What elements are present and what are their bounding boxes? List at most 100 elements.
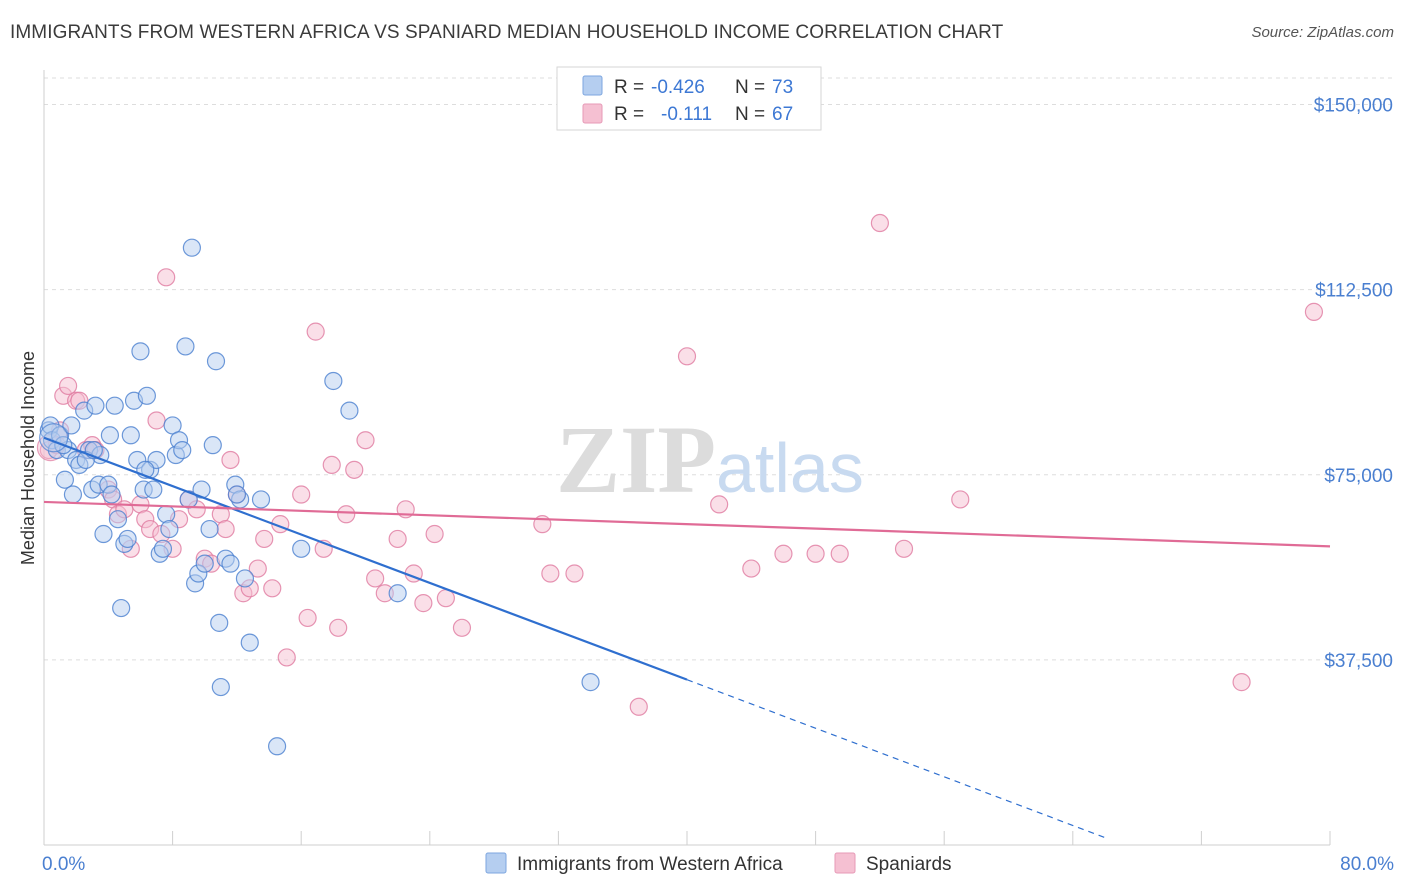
western-africa-point-44 bbox=[182, 238, 201, 257]
spaniards-point-27 bbox=[216, 519, 235, 539]
chart-source: Source: ZipAtlas.com bbox=[1251, 24, 1394, 41]
spaniards-point-34 bbox=[263, 579, 282, 598]
spaniards-point-59 bbox=[677, 347, 697, 366]
western-africa-point-49 bbox=[200, 519, 219, 539]
chart-title: IMMIGRANTS FROM WESTERN AFRICA VS SPANIA… bbox=[10, 22, 1004, 43]
western-africa-point-42 bbox=[176, 337, 195, 356]
western-africa-point-8 bbox=[63, 485, 83, 504]
spaniards-point-32 bbox=[248, 559, 267, 578]
western-africa-point-72 bbox=[227, 485, 246, 504]
series-legend: Immigrants from Western Africa Spaniards bbox=[485, 852, 952, 875]
spaniards-point-54 bbox=[452, 618, 472, 637]
spaniards-point-65 bbox=[870, 213, 890, 233]
western-africa-point-36 bbox=[157, 505, 176, 524]
bottom-legend-label-pink: Spaniards bbox=[866, 854, 952, 875]
spaniards-point-56 bbox=[541, 564, 560, 583]
western-africa-point-37 bbox=[160, 519, 179, 539]
western-africa-point-55 bbox=[221, 554, 240, 573]
bottom-legend-swatch-blue bbox=[485, 852, 507, 874]
legend-r-value-2: -0.111 bbox=[661, 104, 712, 125]
y-tick-label-0: $37,500 bbox=[1324, 651, 1393, 672]
spaniards-point-45 bbox=[356, 431, 375, 450]
spaniards-point-43 bbox=[337, 505, 356, 524]
spaniards-point-42 bbox=[329, 618, 348, 637]
y-axis-label: Median Household Income bbox=[18, 351, 38, 565]
trend-line-western-africa-extension bbox=[686, 679, 1106, 839]
legend-r-value-1: -0.426 bbox=[651, 77, 705, 98]
western-africa-point-5 bbox=[55, 470, 74, 489]
spaniards-point-63 bbox=[806, 544, 825, 563]
spaniards-point-41 bbox=[322, 455, 341, 475]
western-africa-point-28 bbox=[131, 342, 150, 361]
western-africa-point-35 bbox=[153, 539, 173, 558]
western-africa-point-25 bbox=[121, 426, 140, 445]
trend-line-western-africa bbox=[43, 436, 688, 681]
spaniards-point-68 bbox=[1232, 673, 1251, 692]
legend-n-label-1: N = bbox=[735, 77, 765, 98]
legend-r-label-1: R = bbox=[614, 77, 644, 98]
legend-n-label-2: N = bbox=[735, 104, 765, 125]
spaniards-point-17 bbox=[147, 411, 166, 430]
western-africa-point-50 bbox=[203, 436, 222, 455]
spaniards-point-19 bbox=[157, 268, 176, 287]
spaniards-point-48 bbox=[388, 529, 407, 549]
series-western-africa-points bbox=[39, 238, 600, 756]
western-africa-point-17 bbox=[94, 524, 113, 544]
legend-n-value-1: 73 bbox=[772, 77, 793, 98]
legend-n-value-2: 67 bbox=[772, 104, 793, 125]
trend-lines bbox=[43, 436, 1331, 839]
western-africa-point-63 bbox=[324, 371, 343, 391]
legend-r-label-2: R = bbox=[614, 104, 644, 125]
spaniards-point-62 bbox=[774, 544, 793, 563]
western-africa-point-7 bbox=[62, 416, 81, 435]
spaniards-point-38 bbox=[298, 608, 317, 628]
bottom-legend-label-blue: Immigrants from Western Africa bbox=[517, 854, 783, 875]
y-tick-label-3: $150,000 bbox=[1314, 96, 1393, 117]
western-africa-point-52 bbox=[210, 613, 229, 632]
spaniards-point-44 bbox=[345, 460, 364, 479]
western-africa-point-20 bbox=[105, 396, 124, 415]
western-africa-point-65 bbox=[388, 584, 407, 603]
western-africa-point-48 bbox=[195, 554, 214, 573]
western-africa-point-41 bbox=[173, 440, 192, 460]
watermark-atlas: atlas bbox=[716, 429, 864, 507]
western-africa-point-21 bbox=[108, 510, 128, 529]
y-tick-label-1: $75,000 bbox=[1324, 466, 1393, 487]
spaniards-point-66 bbox=[894, 539, 914, 558]
western-africa-point-14 bbox=[86, 396, 105, 415]
spaniards-point-52 bbox=[425, 524, 444, 544]
spaniards-point-61 bbox=[742, 559, 761, 578]
x-tick-label-min: 0.0% bbox=[42, 854, 85, 875]
western-africa-point-32 bbox=[144, 480, 163, 499]
spaniards-point-60 bbox=[710, 495, 729, 514]
western-africa-point-51 bbox=[206, 352, 226, 371]
spaniards-point-57 bbox=[565, 564, 584, 583]
western-africa-point-53 bbox=[211, 677, 230, 697]
spaniards-point-69 bbox=[1304, 302, 1324, 321]
western-africa-point-66 bbox=[581, 673, 600, 692]
spaniards-point-36 bbox=[277, 648, 296, 667]
bottom-legend-swatch-pink bbox=[834, 852, 856, 874]
western-africa-point-62 bbox=[292, 539, 311, 558]
western-africa-point-64 bbox=[340, 401, 359, 420]
watermark: ZIP atlas bbox=[556, 406, 864, 513]
western-africa-point-24 bbox=[118, 529, 137, 549]
western-africa-point-cluster bbox=[39, 423, 69, 453]
western-africa-point-30 bbox=[137, 386, 156, 405]
spaniards-point-51 bbox=[414, 594, 433, 613]
western-africa-point-70 bbox=[100, 426, 120, 445]
legend-swatch-pink bbox=[582, 103, 603, 124]
y-tick-labels: $37,500 $75,000 $112,500 $150,000 bbox=[1314, 96, 1393, 672]
spaniards-point-58 bbox=[629, 697, 648, 716]
legend-swatch-blue bbox=[582, 75, 603, 96]
western-africa-point-59 bbox=[240, 633, 259, 652]
x-tick-label-max: 80.0% bbox=[1340, 854, 1394, 875]
watermark-zip: ZIP bbox=[556, 406, 716, 513]
spaniards-point-64 bbox=[830, 544, 849, 563]
spaniards-point-28 bbox=[221, 450, 240, 470]
spaniards-point-3 bbox=[59, 376, 78, 396]
y-tick-label-2: $112,500 bbox=[1315, 281, 1393, 302]
western-africa-point-19 bbox=[102, 485, 121, 504]
spaniards-point-67 bbox=[951, 490, 970, 509]
